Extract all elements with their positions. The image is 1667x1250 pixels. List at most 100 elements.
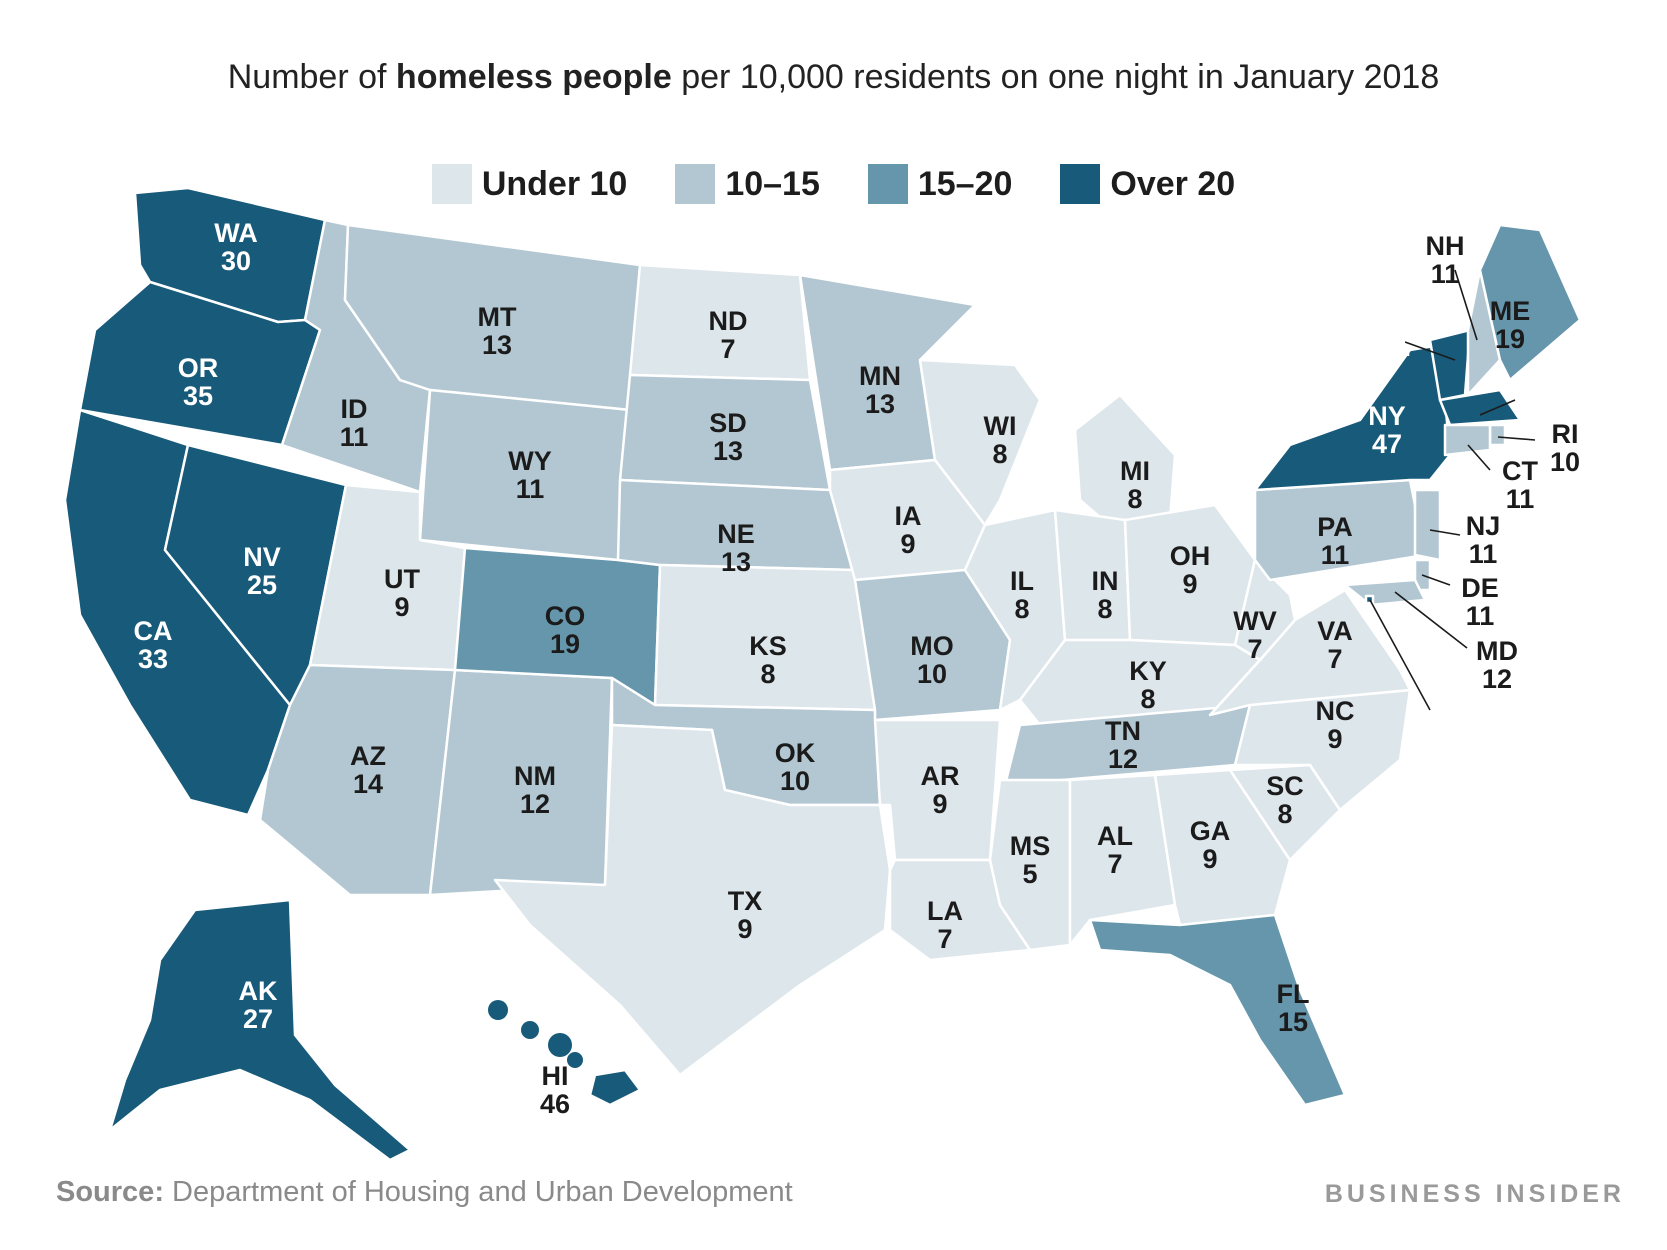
state-value-ne: 13 — [721, 547, 751, 577]
state-code-wi: WI — [984, 411, 1017, 441]
state-code-il: IL — [1010, 566, 1034, 596]
state-code-ak: AK — [239, 976, 278, 1006]
leader-line-de — [1421, 574, 1451, 586]
state-code-ks: KS — [749, 631, 787, 661]
state-code-wa: WA — [214, 218, 258, 248]
state-code-tx: TX — [728, 886, 763, 916]
state-code-mi: MI — [1120, 456, 1150, 486]
legend-item-10-15: 10–15 — [675, 164, 820, 204]
legend-label: Under 10 — [481, 164, 628, 203]
state-value-ky: 8 — [1140, 684, 1155, 714]
state-value-mn: 13 — [865, 389, 895, 419]
state-value-fl: 15 — [1278, 1007, 1308, 1037]
state-value-nm: 12 — [520, 789, 550, 819]
state-value-ca: 33 — [138, 644, 168, 674]
state-fl — [1088, 913, 1347, 1107]
state-value-wi: 8 — [992, 439, 1007, 469]
state-value-il: 8 — [1014, 594, 1029, 624]
state-wi — [918, 358, 1042, 527]
state-code-ms: MS — [1010, 831, 1051, 861]
state-value-la: 7 — [937, 924, 952, 954]
state-value-mo: 10 — [917, 659, 947, 689]
state-value-ms: 5 — [1022, 859, 1037, 889]
state-value-nj: 11 — [1469, 539, 1498, 569]
leader-line-ma — [1479, 399, 1516, 416]
state-value-nh: 11 — [1431, 259, 1460, 289]
state-wv — [1233, 558, 1297, 662]
state-code-ne: NE — [717, 519, 755, 549]
state-code-de: DE — [1461, 573, 1499, 603]
state-value-wy: 11 — [516, 474, 545, 504]
state-value-ok: 10 — [780, 766, 810, 796]
legend-swatch — [675, 164, 716, 204]
state-code-hi: HI — [542, 1061, 569, 1091]
state-value-ma: 29 — [1540, 399, 1570, 429]
state-code-pa: PA — [1317, 512, 1353, 542]
state-code-vt: VT — [1378, 304, 1413, 334]
state-value-ak: 27 — [243, 1004, 273, 1034]
state-ny — [1253, 343, 1452, 492]
state-value-or: 35 — [183, 381, 213, 411]
legend-item-over-20: Over 20 — [1060, 164, 1235, 204]
state-code-va: VA — [1317, 616, 1353, 646]
state-code-ca: CA — [134, 616, 173, 646]
state-code-ok: OK — [775, 738, 816, 768]
state-code-ma: MA — [1534, 371, 1576, 401]
state-code-md: MD — [1476, 636, 1518, 666]
state-value-me: 19 — [1495, 324, 1525, 354]
legend-swatch — [431, 164, 472, 204]
leader-line-nh — [1454, 269, 1478, 341]
state-value-va: 7 — [1327, 644, 1342, 674]
state-value-oh: 9 — [1182, 569, 1197, 599]
state-value-sd: 13 — [713, 436, 743, 466]
state-value-az: 14 — [353, 769, 383, 799]
state-code-dc: DC — [1438, 701, 1477, 731]
state-value-id: 11 — [340, 422, 369, 452]
state-code-nv: NV — [243, 542, 281, 572]
state-code-sc: SC — [1266, 771, 1304, 801]
state-value-mt: 13 — [482, 330, 512, 360]
legend-swatch — [1060, 164, 1101, 204]
state-value-dc: 98 — [1442, 729, 1472, 759]
state-code-mn: MN — [859, 361, 901, 391]
state-code-nc: NC — [1316, 696, 1355, 726]
state-code-co: CO — [545, 601, 586, 631]
state-code-al: AL — [1097, 821, 1133, 851]
leader-line-nj — [1429, 529, 1461, 536]
state-value-ks: 8 — [760, 659, 775, 689]
state-value-ia: 9 — [900, 529, 915, 559]
state-code-mt: MT — [478, 302, 517, 332]
state-code-ky: KY — [1129, 656, 1167, 686]
state-value-nd: 7 — [720, 334, 735, 364]
hawaii-island — [548, 1033, 572, 1057]
state-code-wv: WV — [1233, 606, 1277, 636]
state-al — [1068, 773, 1177, 947]
state-value-vt: 21 — [1380, 332, 1410, 362]
state-value-hi: 46 — [540, 1089, 570, 1119]
state-value-nc: 9 — [1327, 724, 1342, 754]
state-value-de: 11 — [1466, 601, 1495, 631]
leader-line-ct — [1467, 444, 1491, 471]
legend-item-15-20: 15–20 — [867, 164, 1013, 204]
state-ct — [1443, 423, 1492, 457]
legend-label: 15–20 — [917, 164, 1013, 203]
state-code-nh: NH — [1426, 231, 1465, 261]
state-code-mo: MO — [910, 631, 954, 661]
legend-label: 10–15 — [725, 164, 820, 203]
legend: Under 10 10–15 15–20 Over 20 — [0, 164, 1667, 204]
state-value-nv: 25 — [247, 570, 277, 600]
state-code-id: ID — [341, 394, 368, 424]
state-code-nj: NJ — [1466, 511, 1501, 541]
legend-label: Over 20 — [1110, 164, 1236, 203]
source-note: Source: Department of Housing and Urban … — [56, 1176, 793, 1208]
state-code-fl: FL — [1277, 979, 1310, 1009]
state-value-wa: 30 — [221, 246, 251, 276]
state-code-ri: RI — [1552, 419, 1579, 449]
legend-swatch — [867, 164, 908, 204]
state-value-al: 7 — [1107, 849, 1122, 879]
state-value-sc: 8 — [1277, 799, 1292, 829]
state-code-ct: CT — [1502, 456, 1538, 486]
state-value-tx: 9 — [737, 914, 752, 944]
leader-line-vt — [1404, 341, 1456, 361]
